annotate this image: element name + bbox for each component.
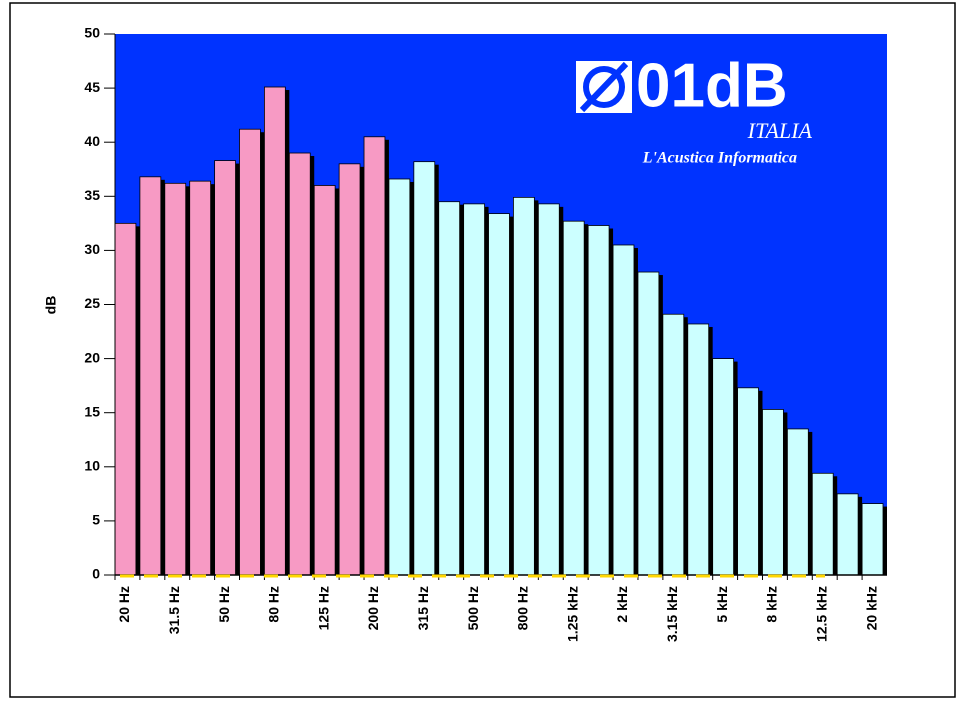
y-tick-label: 40 xyxy=(84,133,100,149)
y-tick-label: 15 xyxy=(84,403,100,419)
bar xyxy=(488,213,510,576)
bar xyxy=(687,323,710,576)
x-tick-label: 20 kHz xyxy=(863,586,879,630)
bar xyxy=(537,203,560,576)
y-tick-label: 35 xyxy=(84,187,100,203)
x-tick-label: 200 Hz xyxy=(365,586,381,630)
bar xyxy=(762,409,784,576)
x-tick-label: 12.5 kHz xyxy=(813,586,829,642)
x-tick-label: 2 kHz xyxy=(614,586,630,623)
x-tick-label: 80 Hz xyxy=(266,586,282,623)
y-tick-label: 0 xyxy=(92,566,100,582)
x-tick-label: 125 Hz xyxy=(315,586,331,630)
y-tick-label: 45 xyxy=(84,79,100,95)
y-tick-label: 25 xyxy=(84,295,100,311)
y-tick-label: 20 xyxy=(84,349,100,365)
logo-ring xyxy=(583,66,625,108)
bar xyxy=(189,180,212,576)
bar xyxy=(313,185,336,576)
x-tick-label: 20 Hz xyxy=(116,586,132,623)
x-tick-label: 8 kHz xyxy=(764,586,780,623)
y-axis-label: dB xyxy=(43,296,59,315)
bar xyxy=(164,182,187,576)
x-tick-label: 315 Hz xyxy=(415,586,431,630)
bar xyxy=(139,176,162,576)
bar xyxy=(513,196,535,576)
bar xyxy=(587,225,610,576)
y-tick-label: 5 xyxy=(92,512,100,528)
x-tick-label: 800 Hz xyxy=(515,586,531,630)
y-tick-label: 50 xyxy=(84,25,100,41)
y-tick-label: 10 xyxy=(84,458,100,474)
x-tick-label: 3.15 kHz xyxy=(664,586,680,642)
bar xyxy=(363,136,386,576)
bar xyxy=(811,472,834,576)
bar xyxy=(786,428,809,576)
y-tick-label: 30 xyxy=(84,241,100,257)
bar xyxy=(612,244,635,576)
x-tick-label: 1.25 kHz xyxy=(564,586,580,642)
bar xyxy=(662,313,685,576)
bar xyxy=(264,86,286,576)
bar xyxy=(438,201,461,576)
x-tick-label: 50 Hz xyxy=(216,586,232,623)
logo-sub: ITALIA xyxy=(747,118,813,143)
bar xyxy=(214,160,236,576)
logo-text: 01dB xyxy=(636,51,788,120)
bar xyxy=(737,387,759,576)
x-tick-label: 31.5 Hz xyxy=(166,586,182,634)
bar xyxy=(388,178,411,576)
x-tick-label: 500 Hz xyxy=(465,586,481,630)
bar xyxy=(637,271,660,576)
bar xyxy=(562,220,585,576)
bar xyxy=(239,128,261,576)
bar xyxy=(338,163,361,576)
bar xyxy=(712,358,734,576)
bar xyxy=(861,503,884,576)
bar xyxy=(288,152,311,576)
x-tick-label: 5 kHz xyxy=(714,586,730,623)
bar xyxy=(463,203,485,576)
logo-slash xyxy=(579,61,629,113)
bar xyxy=(413,161,436,576)
bar xyxy=(114,222,137,576)
logo-tagline: L'Acustica Informatica xyxy=(642,150,797,167)
bar xyxy=(836,493,859,576)
